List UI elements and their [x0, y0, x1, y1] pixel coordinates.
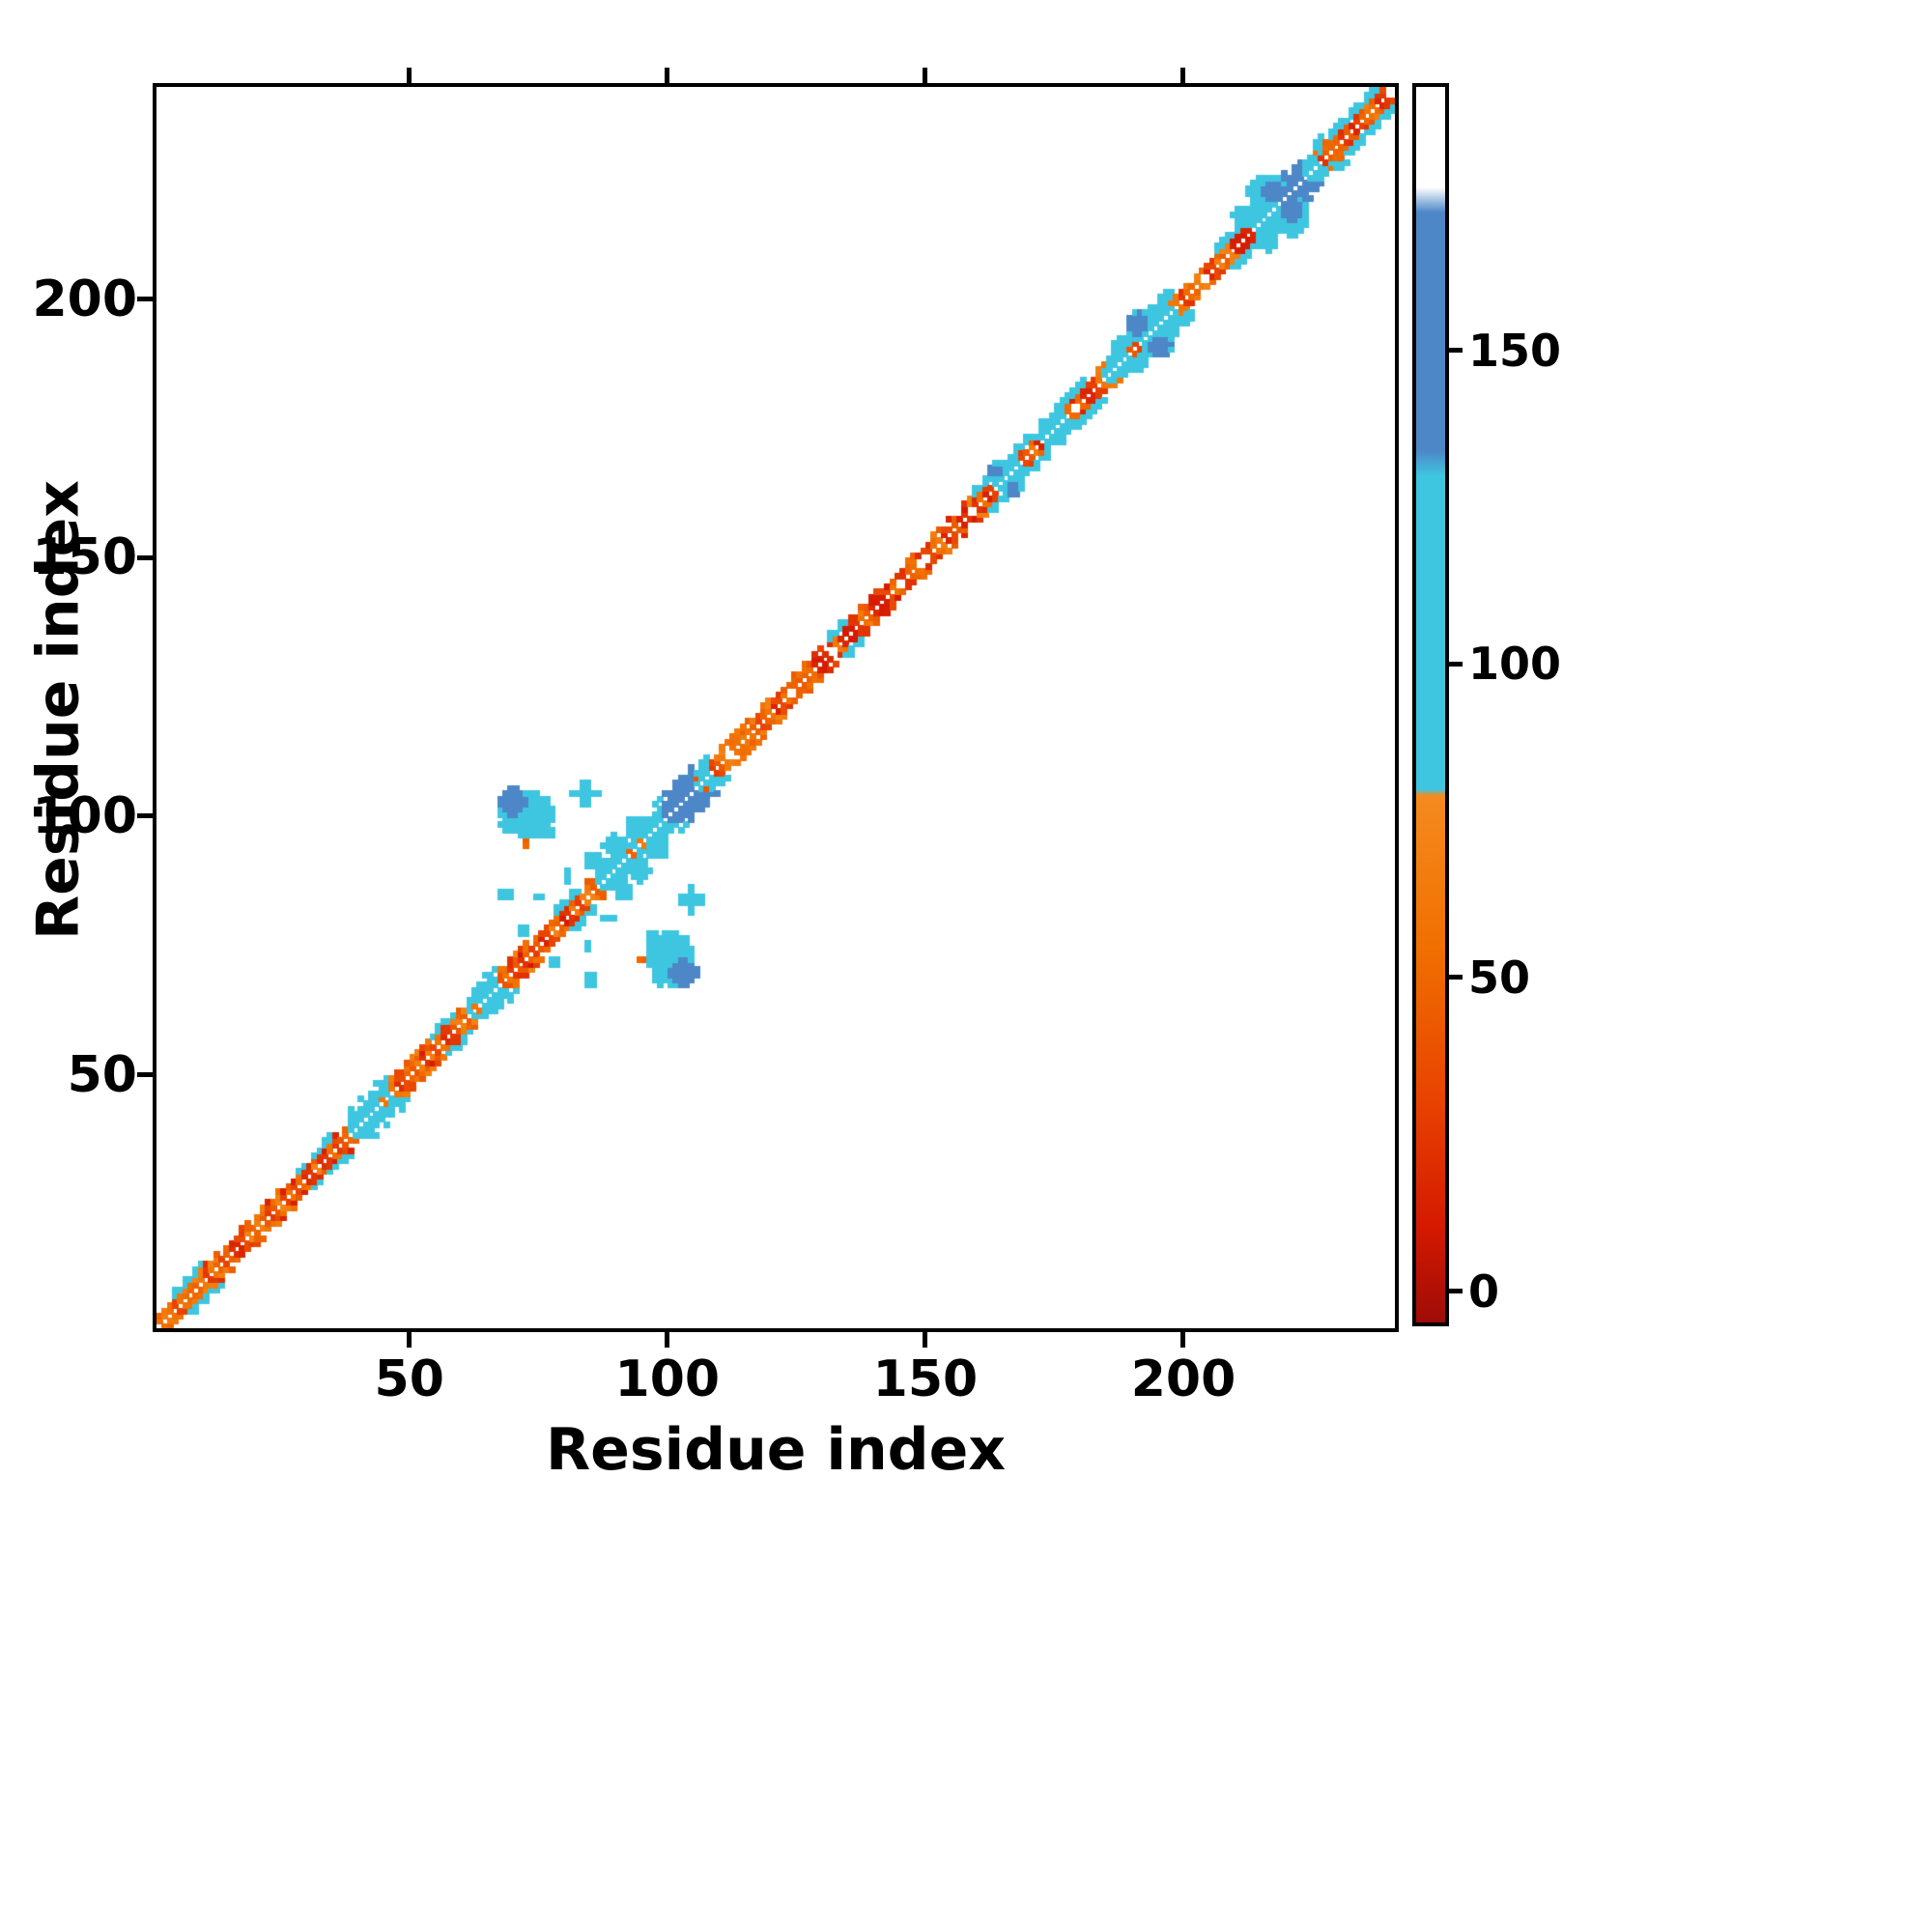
colorbar-gradient — [1416, 87, 1445, 1322]
x-tick-label: 50 — [374, 1350, 444, 1408]
x-tick-mark-top — [407, 68, 412, 83]
y-tick-mark-left — [137, 1072, 153, 1078]
colorbar-tick-mark — [1449, 1289, 1463, 1294]
colorbar-tick-label: 0 — [1468, 1264, 1500, 1318]
y-tick-label: 50 — [67, 1045, 137, 1104]
x-tick-mark-bottom — [923, 1332, 928, 1348]
colorbar-tick-label: 100 — [1468, 638, 1562, 691]
x-axis-label: Residue index — [545, 1416, 1007, 1484]
x-tick-mark-top — [923, 68, 928, 83]
y-tick-mark-left — [137, 813, 153, 819]
x-tick-mark-bottom — [407, 1332, 412, 1348]
plot-area — [153, 83, 1399, 1332]
x-tick-label: 200 — [1130, 1350, 1236, 1408]
colorbar-tick-mark — [1449, 975, 1463, 980]
colorbar-tick-label: 150 — [1468, 324, 1562, 377]
contact-map-canvas — [156, 87, 1395, 1328]
colorbar — [1412, 83, 1449, 1326]
x-tick-label: 150 — [872, 1350, 979, 1408]
y-tick-label: 150 — [32, 528, 137, 587]
x-tick-mark-bottom — [665, 1332, 670, 1348]
x-tick-mark-top — [1180, 68, 1186, 83]
x-tick-label: 100 — [614, 1350, 721, 1408]
y-tick-label: 200 — [32, 270, 137, 328]
colorbar-tick-mark — [1449, 348, 1463, 354]
y-tick-mark-left — [137, 554, 153, 560]
colorbar-tick-mark — [1449, 661, 1463, 667]
colorbar-tick-label: 50 — [1468, 951, 1531, 1004]
y-tick-mark-left — [137, 297, 153, 302]
x-tick-mark-top — [665, 68, 670, 83]
y-tick-label: 100 — [32, 786, 137, 845]
x-tick-mark-bottom — [1180, 1332, 1186, 1348]
